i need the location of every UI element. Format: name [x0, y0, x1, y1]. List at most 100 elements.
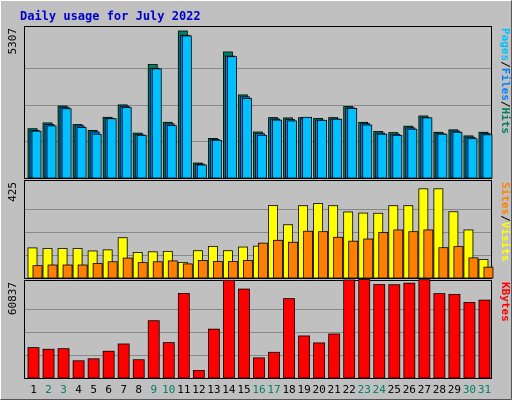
x-tick-label-13: 13 — [207, 383, 220, 396]
bar-sites-25 — [393, 229, 404, 279]
x-tick-label-30: 30 — [463, 383, 476, 396]
bar-pages-22 — [347, 108, 358, 179]
bar-kbytes-10 — [162, 342, 175, 379]
x-tick-label-19: 19 — [297, 383, 310, 396]
bar-sites-2 — [47, 264, 58, 279]
bar-pages-24 — [377, 133, 388, 179]
panel-legend: KBytes — [499, 282, 512, 322]
bar-pages-18 — [287, 120, 297, 179]
bar-sites-18 — [288, 241, 298, 279]
series-visits — [27, 188, 489, 279]
bar-sites-11 — [182, 263, 193, 279]
x-tick-label-28: 28 — [433, 383, 446, 396]
bar-kbytes-30 — [463, 301, 476, 379]
legend-sites: Sites — [499, 182, 512, 215]
x-tick-label-1: 1 — [30, 383, 37, 396]
panel-legend: Sites/Visits — [499, 182, 512, 262]
bar-pages-29 — [452, 131, 463, 179]
bar-kbytes-14 — [223, 279, 235, 379]
bar-pages-10 — [166, 125, 177, 179]
bar-pages-6 — [106, 118, 117, 179]
x-tick-label-6: 6 — [105, 383, 112, 396]
panel-frame — [24, 180, 492, 279]
series-pages — [31, 35, 493, 179]
bar-pages-20 — [317, 119, 328, 179]
x-tick-label-29: 29 — [448, 383, 461, 396]
bar-pages-16 — [257, 134, 267, 179]
bar-kbytes-11 — [177, 293, 190, 379]
legend-pages: Pages — [499, 28, 512, 61]
panel-top: 5307 Pages/Files/Hits — [6, 26, 512, 179]
series-kbytes — [27, 279, 491, 379]
bar-kbytes-5 — [87, 358, 100, 379]
bar-pages-23 — [362, 124, 373, 179]
x-tick-label-9: 9 — [150, 383, 157, 396]
x-tick-label-20: 20 — [313, 383, 326, 396]
x-tick-label-22: 22 — [343, 383, 356, 396]
panel-middle: 425 Sites/Visits — [6, 180, 512, 279]
bar-sites-13 — [212, 261, 223, 279]
x-tick-label-27: 27 — [418, 383, 431, 396]
bar-pages-7 — [121, 107, 132, 179]
legend-separator: / — [499, 101, 512, 108]
bar-kbytes-8 — [132, 359, 145, 379]
x-tick-label-17: 17 — [267, 383, 280, 396]
bar-sites-27 — [423, 229, 434, 279]
bar-pages-28 — [437, 133, 448, 179]
bar-pages-26 — [407, 128, 418, 179]
x-tick-label-31: 31 — [478, 383, 491, 396]
bar-visits-29 — [448, 211, 459, 279]
panel-max-label: 5307 — [6, 28, 19, 55]
x-tick-label-24: 24 — [373, 383, 387, 396]
bar-kbytes-12 — [192, 370, 205, 379]
panel-max-label: 425 — [6, 182, 19, 202]
x-tick-label-12: 12 — [192, 383, 205, 396]
x-tick-label-15: 15 — [237, 383, 250, 396]
panel-bottom: 60837 KBytes — [6, 279, 512, 379]
bar-sites-1 — [32, 265, 43, 279]
bar-sites-24 — [378, 232, 389, 279]
bar-visits-30 — [463, 229, 474, 279]
bar-pages-9 — [151, 68, 162, 179]
bar-pages-14 — [227, 56, 237, 179]
x-tick-label-11: 11 — [177, 383, 190, 396]
bar-sites-9 — [152, 261, 163, 279]
panel-frame — [24, 280, 492, 379]
bar-sites-3 — [62, 264, 73, 279]
bar-kbytes-29 — [448, 293, 461, 379]
bar-sites-15 — [243, 260, 253, 279]
x-tick-label-7: 7 — [120, 383, 127, 396]
bar-pages-8 — [136, 134, 147, 179]
bar-kbytes-26 — [403, 282, 416, 379]
x-tick-label-8: 8 — [135, 383, 142, 396]
x-tick-label-2: 2 — [45, 383, 52, 396]
bar-sites-6 — [107, 261, 118, 279]
bar-sites-14 — [228, 261, 238, 279]
bar-pages-21 — [332, 118, 343, 179]
legend-separator: / — [499, 215, 512, 222]
bar-kbytes-22 — [343, 279, 356, 379]
bar-kbytes-4 — [72, 360, 85, 379]
bar-kbytes-24 — [373, 284, 386, 379]
bar-pages-30 — [467, 138, 478, 179]
bar-sites-7 — [122, 257, 133, 279]
bar-kbytes-13 — [207, 328, 220, 379]
bar-pages-19 — [302, 116, 312, 179]
bar-sites-4 — [77, 264, 88, 279]
bar-kbytes-2 — [42, 348, 55, 379]
x-tick-label-14: 14 — [222, 383, 236, 396]
bar-pages-27 — [422, 117, 433, 179]
bar-sites-26 — [408, 231, 419, 279]
x-tick-label-23: 23 — [358, 383, 371, 396]
bar-sites-10 — [167, 260, 178, 279]
bar-kbytes-1 — [27, 347, 40, 379]
bar-sites-21 — [333, 236, 344, 279]
bar-sites-17 — [273, 239, 283, 279]
bar-kbytes-31 — [478, 299, 491, 379]
bar-pages-17 — [272, 119, 282, 179]
bar-kbytes-25 — [388, 284, 401, 379]
legend-files: Files — [499, 68, 512, 101]
bar-pages-31 — [482, 134, 493, 179]
